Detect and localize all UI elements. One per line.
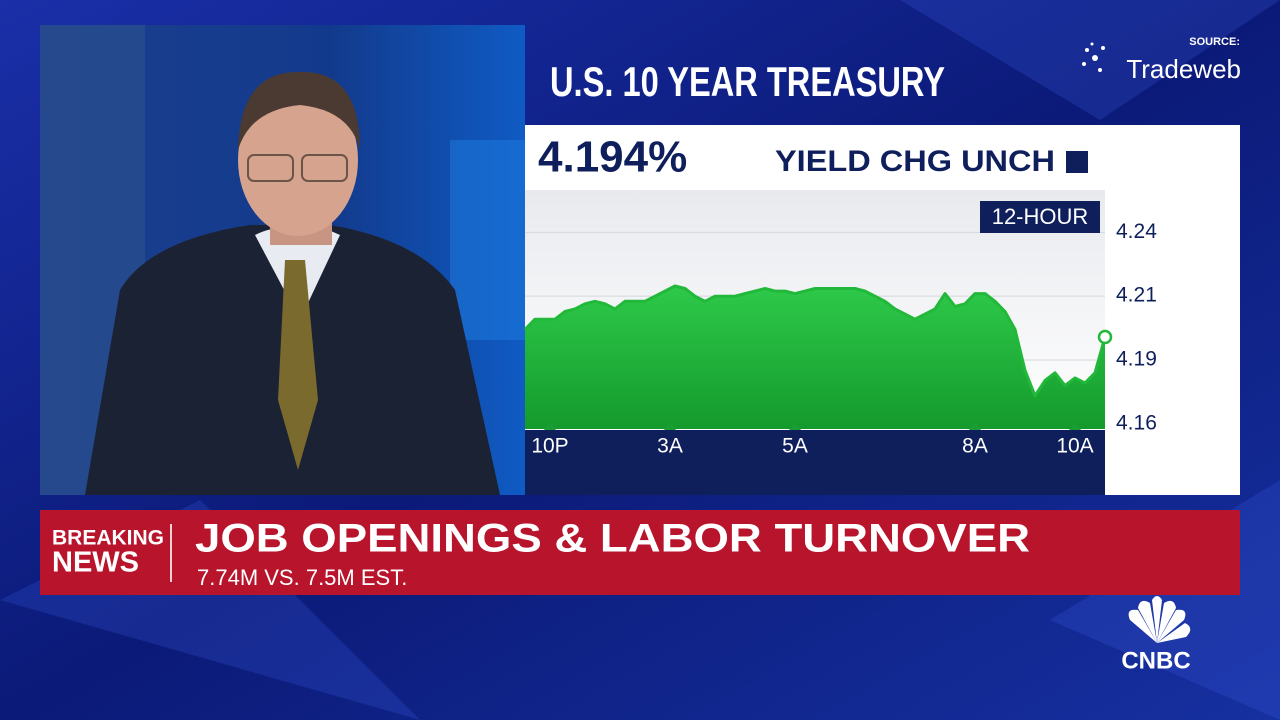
area-fill xyxy=(525,286,1105,429)
source-logo xyxy=(1082,42,1105,72)
network-logo xyxy=(1128,596,1191,643)
chart-title: U.S. 10 YEAR TREASURY xyxy=(550,58,945,105)
x-tick-label: 10A xyxy=(1056,435,1093,458)
plot xyxy=(523,231,1113,430)
y-tick-label: 4.16 xyxy=(1116,411,1157,434)
source-name: Tradeweb xyxy=(1126,54,1241,84)
y-tick-label: 4.24 xyxy=(1116,220,1157,243)
divider xyxy=(170,524,172,582)
x-axis-band xyxy=(525,430,1105,495)
yield-change: YIELD CHG UNCH xyxy=(775,145,1055,178)
x-tick-mark xyxy=(969,422,981,430)
breaking-tag: BREAKING xyxy=(52,527,164,550)
presenter-video xyxy=(40,25,525,495)
x-tick-mark xyxy=(664,422,676,430)
subhead: 7.74M VS. 7.5M EST. xyxy=(197,565,407,590)
last-point xyxy=(1097,329,1113,345)
x-tick-mark xyxy=(789,422,801,430)
news-tag: NEWS xyxy=(52,547,139,579)
period-label: 12-HOUR xyxy=(992,204,1089,229)
period-badge xyxy=(980,201,1100,233)
x-tick-label: 8A xyxy=(962,435,988,458)
source-label: SOURCE: xyxy=(1189,36,1240,48)
headline: JOB OPENINGS & LABOR TURNOVER xyxy=(195,517,1030,561)
x-tick-mark xyxy=(1069,422,1081,430)
y-tick-label: 4.19 xyxy=(1116,348,1157,371)
line xyxy=(523,284,1107,398)
yield-value: 4.194% xyxy=(538,133,687,182)
x-tick-label: 5A xyxy=(782,435,808,458)
y-tick-label: 4.21 xyxy=(1116,284,1157,307)
network-name: CNBC xyxy=(1121,647,1190,674)
x-tick-label: 10P xyxy=(531,435,568,458)
change-indicator xyxy=(1066,151,1088,173)
x-tick-mark xyxy=(544,422,556,430)
x-tick-label: 3A xyxy=(657,435,683,458)
lower-third xyxy=(40,510,1240,595)
